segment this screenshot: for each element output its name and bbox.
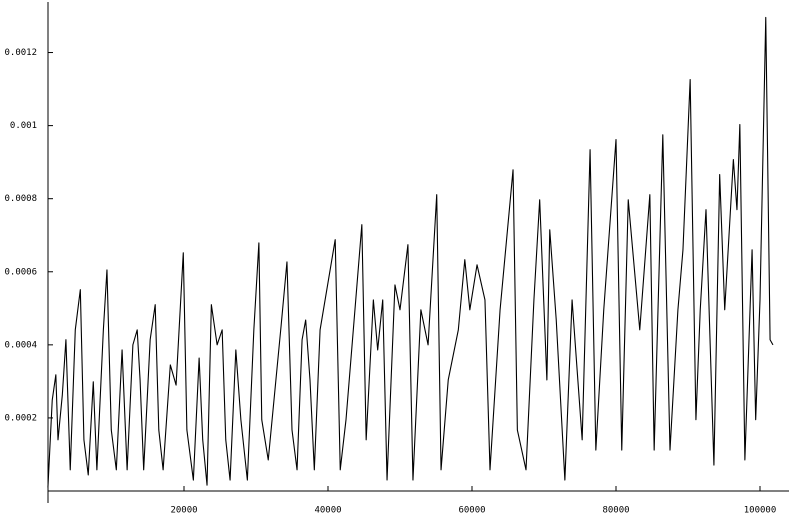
- data-line: [47, 16, 774, 488]
- x-tick-label: 100000: [744, 506, 777, 515]
- y-tick-label: 0.0008: [4, 194, 37, 204]
- y-tick-label: 0.0012: [4, 48, 37, 58]
- y-tick-label: 0.0006: [4, 267, 37, 277]
- x-tick-label: 20000: [170, 506, 197, 515]
- x-tick-label: 80000: [602, 506, 629, 515]
- y-tick-label: 0.0002: [4, 413, 37, 423]
- x-tick-label: 40000: [314, 506, 341, 515]
- y-tick-label: 0.0004: [4, 340, 37, 350]
- x-tick-label: 60000: [458, 506, 485, 515]
- y-tick-label: 0.001: [10, 121, 37, 131]
